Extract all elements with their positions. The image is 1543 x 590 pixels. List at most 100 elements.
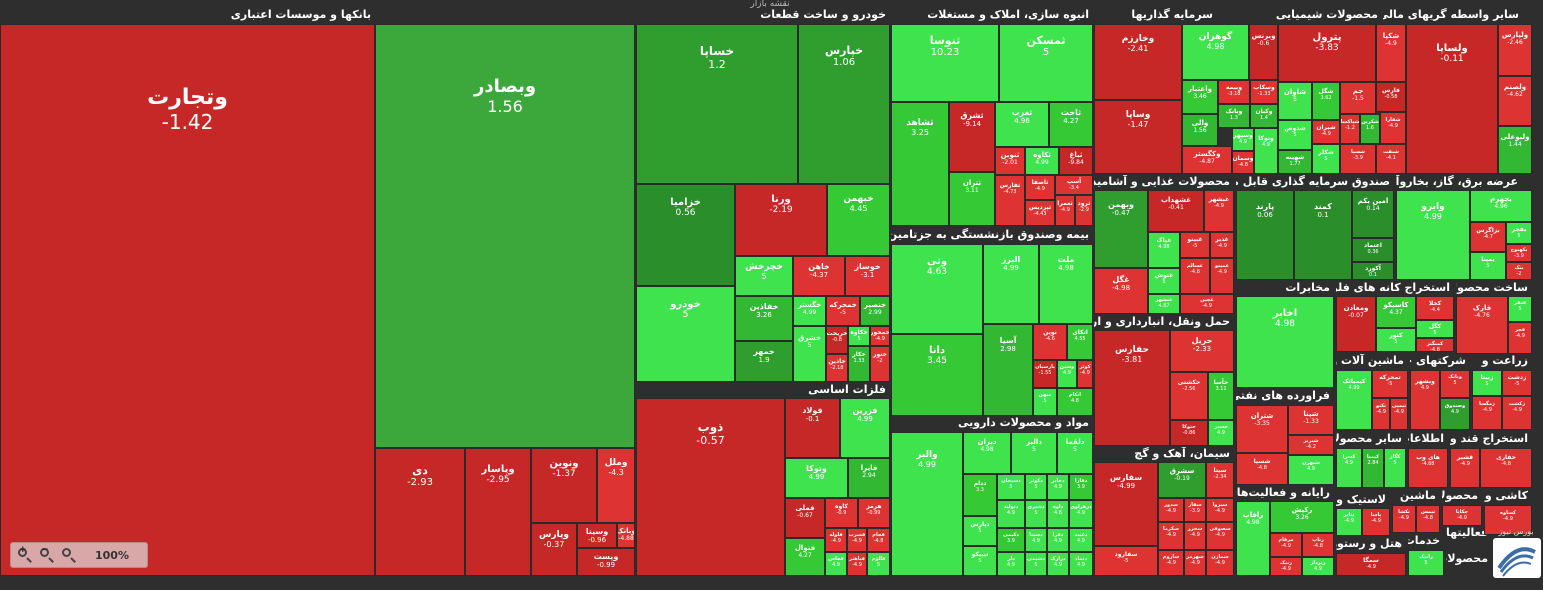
stock-tile[interactable]: تیمس -4.8: [1416, 505, 1440, 533]
stock-tile[interactable]: تکشا -4.9: [1392, 505, 1416, 533]
stock-tile[interactable]: ولپارس -2.46: [1498, 24, 1532, 76]
stock-tile[interactable]: کحلا -4.4: [1416, 296, 1454, 320]
stock-tile[interactable]: دلقما 5: [1057, 432, 1093, 474]
stock-tile[interactable]: وسکاب -1.33: [1250, 80, 1278, 104]
stock-tile[interactable]: سصوفی -4.9: [1206, 522, 1234, 550]
stock-tile[interactable]: قشیر -4.9: [1450, 448, 1480, 488]
stock-tile[interactable]: کسرا 4.9: [1336, 448, 1362, 488]
stock-tile[interactable]: فسرب -4.9: [847, 528, 867, 552]
stock-tile[interactable]: غدیر -4.9: [1210, 232, 1234, 258]
sector-label[interactable]: محصولات شیمیایی: [1275, 8, 1378, 21]
sector-label[interactable]: سرمایه گذاریها: [1131, 8, 1213, 21]
stock-tile[interactable]: ثفارس -4.73: [995, 175, 1025, 226]
sector-label[interactable]: حمل ونقل، انبارداری و ارتباطات: [1094, 315, 1230, 328]
stock-tile[interactable]: تیپیکو 5: [963, 546, 997, 576]
stock-tile[interactable]: پارند 0.06: [1236, 190, 1294, 280]
stock-tile[interactable]: وسین 4.9: [1057, 360, 1077, 388]
stock-tile[interactable]: شاوان 5: [1278, 82, 1312, 120]
sector-label[interactable]: لاستیک و: [1336, 493, 1386, 506]
stock-tile[interactable]: سفارس -4.99: [1094, 462, 1158, 546]
stock-tile[interactable]: فزرین 4.99: [840, 398, 890, 458]
sector-label[interactable]: استخراج کانه های فلزی: [1336, 281, 1450, 294]
stock-tile[interactable]: دکوثر 5: [1025, 474, 1047, 500]
stock-tile[interactable]: فولاد -0.1: [785, 398, 840, 458]
stock-tile[interactable]: شگل 3.62: [1312, 82, 1340, 120]
stock-tile[interactable]: رافاپ 4.98: [1236, 501, 1270, 576]
stock-tile[interactable]: غشهداب -0.41: [1148, 190, 1204, 232]
sector-label[interactable]: فراورده های نفتی، کک و: [1236, 389, 1330, 402]
stock-tile[interactable]: دی -2.93: [375, 448, 465, 576]
stock-tile[interactable]: ختور -2: [870, 346, 890, 382]
stock-tile[interactable]: آسپ -3.4: [1055, 175, 1093, 195]
stock-tile[interactable]: خگستر 4.99: [793, 296, 826, 326]
zoom-out-icon[interactable]: −: [39, 545, 55, 563]
stock-tile[interactable]: خاذین -2.18: [826, 354, 848, 382]
stock-tile[interactable]: خمهر 1.9: [735, 341, 793, 382]
stock-tile[interactable]: وبانک -4.88: [617, 523, 635, 548]
stock-tile[interactable]: پارسیان -1.55: [1033, 360, 1057, 388]
stock-tile[interactable]: تپمپی -4.9: [1390, 398, 1408, 430]
sector-label[interactable]: بیمه وصندوق بازنشستگی به جزتامین اجتماعی: [891, 228, 1089, 241]
stock-tile[interactable]: غبینو -5: [1180, 232, 1210, 258]
stock-tile[interactable]: مرقام -4.9: [1270, 533, 1302, 557]
stock-tile[interactable]: حفاری -4.8: [1480, 448, 1532, 488]
stock-tile[interactable]: کگل 5: [1416, 320, 1454, 338]
stock-tile[interactable]: وبیمه -3.18: [1218, 80, 1250, 104]
stock-tile[interactable]: وسینا -0.96: [577, 523, 617, 548]
sector-label[interactable]: محصولات: [1446, 552, 1488, 565]
sector-label[interactable]: سایر محصولات: [1336, 432, 1402, 445]
stock-tile[interactable]: پتایر -4.9: [1336, 508, 1362, 536]
stock-tile[interactable]: میهن 5: [1033, 388, 1057, 416]
stock-tile[interactable]: دجابر 4.9: [1047, 474, 1069, 500]
stock-tile[interactable]: کنور 5: [1376, 328, 1416, 352]
stock-tile[interactable]: دتماد 4.9: [1069, 552, 1093, 576]
stock-tile[interactable]: ورنا -2.19: [735, 184, 827, 256]
stock-tile[interactable]: خریخت -0.8: [826, 326, 848, 354]
stock-tile[interactable]: دعبید 4.9: [1069, 528, 1093, 552]
stock-tile[interactable]: شیران -4.9: [1312, 120, 1340, 144]
stock-tile[interactable]: خمحرکه -5: [826, 296, 860, 326]
stock-tile[interactable]: خچرخش 5: [735, 256, 793, 296]
stock-tile[interactable]: شتران -3.35: [1236, 405, 1288, 453]
stock-tile[interactable]: ثکاوه 4.99: [1025, 147, 1059, 175]
stock-tile[interactable]: اعتماد 0.36: [1352, 238, 1394, 262]
stock-tile[interactable]: وبهمن -0.47: [1094, 190, 1148, 268]
stock-tile[interactable]: شکپا -4.9: [1376, 24, 1406, 82]
sector-label[interactable]: سایر واسطه گریهای مالی: [1383, 8, 1519, 21]
stock-tile[interactable]: رانیک 5: [1408, 550, 1444, 576]
stock-tile[interactable]: ثعمرا -4.9: [1055, 195, 1075, 226]
stock-tile[interactable]: خشرق 5: [793, 326, 826, 382]
zoom-in-icon[interactable]: +: [17, 545, 33, 563]
stock-tile[interactable]: داوه 4.8: [1047, 500, 1069, 528]
stock-tile[interactable]: خزامیا 0.56: [636, 184, 735, 286]
stock-tile[interactable]: خمحور -4.9: [870, 326, 890, 346]
sector-label[interactable]: ماشین: [1399, 489, 1436, 502]
stock-tile[interactable]: دلر 4.9: [997, 552, 1025, 576]
stock-tile[interactable]: دالبر 5: [1011, 432, 1057, 474]
stock-tile[interactable]: وبانک 1.3: [1218, 104, 1250, 128]
stock-tile[interactable]: وکبان 1.4: [1250, 104, 1278, 128]
stock-tile[interactable]: نوین -4.6: [1033, 324, 1067, 360]
stock-tile[interactable]: ثنوین -2.01: [995, 147, 1025, 175]
stock-tile[interactable]: خساپا 1.2: [636, 24, 798, 184]
stock-tile[interactable]: شبریز -4.2: [1288, 435, 1334, 455]
stock-tile[interactable]: رپرداز 4.9: [1302, 557, 1334, 576]
sector-label[interactable]: کاشی و: [1484, 489, 1528, 502]
stock-tile[interactable]: فجام -4.8: [867, 528, 890, 552]
stock-tile[interactable]: فنوال 4.27: [785, 538, 825, 576]
stock-tile[interactable]: چکاپا -4.9: [1442, 505, 1482, 526]
stock-tile[interactable]: غسالم -4.8: [1180, 258, 1210, 294]
stock-tile[interactable]: حآسا 3.11: [1208, 372, 1234, 420]
stock-tile[interactable]: وبرنس -0.6: [1249, 24, 1278, 80]
stock-tile[interactable]: دشیمی 5: [1025, 552, 1047, 576]
stock-tile[interactable]: فباهنر -4.9: [847, 552, 867, 576]
stock-tile[interactable]: وملل -4.3: [597, 448, 635, 523]
stock-tile[interactable]: حفارس -3.81: [1094, 330, 1170, 446]
sector-label[interactable]: زراعت و: [1481, 354, 1528, 367]
stock-tile[interactable]: کاوه -0.9: [825, 498, 858, 528]
stock-tile[interactable]: وتوکا 4.99: [785, 458, 848, 498]
stock-tile[interactable]: کساوه -4.9: [1484, 505, 1532, 535]
stock-tile[interactable]: ولساپا -0.11: [1406, 24, 1498, 174]
stock-tile[interactable]: حکشتی -2.56: [1170, 372, 1208, 420]
stock-tile[interactable]: سبزوا -4.9: [1206, 498, 1234, 522]
